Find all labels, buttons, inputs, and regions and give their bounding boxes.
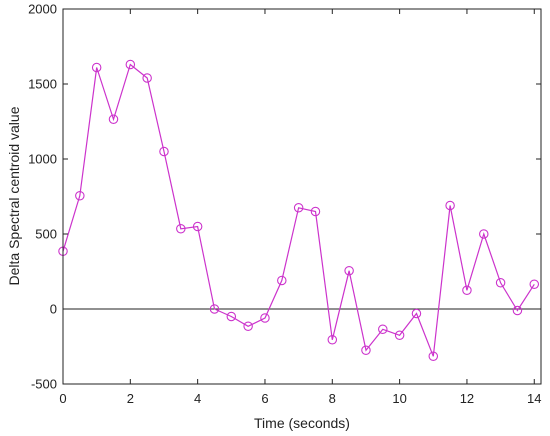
x-tick-label: 8 xyxy=(329,391,336,406)
data-point xyxy=(209,304,220,314)
data-point xyxy=(176,224,186,234)
data-point xyxy=(159,146,169,157)
data-point xyxy=(512,305,523,316)
data-point xyxy=(327,334,338,345)
data-point xyxy=(91,62,102,73)
data-point xyxy=(260,313,270,323)
x-tick-label: 12 xyxy=(460,391,474,406)
data-point xyxy=(445,200,455,211)
y-tick-label: -500 xyxy=(31,377,57,392)
data-point xyxy=(344,265,354,276)
data-point xyxy=(462,285,472,295)
x-tick-label: 2 xyxy=(127,391,134,406)
y-tick-label: 1000 xyxy=(28,152,57,167)
data-point xyxy=(428,351,439,361)
x-tick-label: 0 xyxy=(59,391,66,406)
data-point xyxy=(411,308,422,319)
plot-background xyxy=(63,9,541,384)
data-point xyxy=(479,229,489,239)
data-point xyxy=(192,221,203,232)
data-point xyxy=(226,311,237,322)
data-point xyxy=(310,206,321,217)
y-axis-ticks: -500 0 500 1000 1500 2000 xyxy=(28,2,541,392)
y-tick-label: 0 xyxy=(50,302,57,317)
data-point xyxy=(495,277,506,288)
y-tick-label: 1500 xyxy=(28,77,57,92)
y-tick-label: 2000 xyxy=(28,2,57,17)
x-tick-label: 4 xyxy=(194,391,201,406)
x-axis-label: Time (seconds) xyxy=(254,415,350,431)
x-tick-label: 10 xyxy=(392,391,406,406)
x-axis-ticks: 0 2 4 6 8 10 12 14 xyxy=(59,9,542,406)
data-point xyxy=(125,59,136,70)
data-point xyxy=(529,279,540,289)
series-line xyxy=(62,63,535,357)
data-point xyxy=(243,321,253,331)
data-point xyxy=(293,203,304,213)
data-point xyxy=(108,114,119,125)
x-tick-label: 14 xyxy=(527,391,541,406)
data-point xyxy=(361,345,371,355)
data-point xyxy=(142,73,152,83)
data-point xyxy=(75,191,85,201)
data-point xyxy=(394,330,405,340)
plot-frame xyxy=(62,8,542,385)
data-point xyxy=(277,275,287,286)
data-point xyxy=(378,324,388,334)
y-axis-label: Delta Spectral centroid value xyxy=(6,106,22,285)
y-tick-label: 500 xyxy=(35,227,57,242)
x-tick-label: 6 xyxy=(261,391,268,406)
series-layer xyxy=(58,59,540,361)
